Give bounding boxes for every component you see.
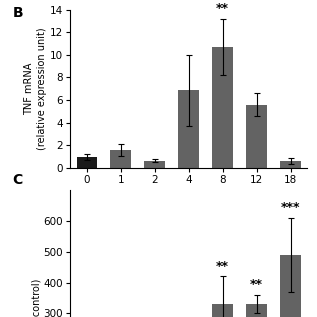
Y-axis label: TNF mRNA
(relative expression unit): TNF mRNA (relative expression unit) [23, 28, 47, 150]
Text: B: B [13, 6, 23, 20]
Bar [246, 304, 267, 317]
Text: **: ** [216, 2, 229, 15]
Bar [212, 304, 233, 317]
Bar [111, 150, 131, 168]
Bar [76, 157, 97, 168]
Text: C: C [13, 173, 23, 187]
Bar [178, 90, 199, 168]
Text: **: ** [216, 260, 229, 273]
Text: ***: *** [281, 201, 300, 214]
Bar [280, 255, 301, 317]
Bar [145, 161, 165, 168]
X-axis label: Time (h): Time (h) [165, 189, 212, 199]
Bar [246, 105, 267, 168]
Bar [212, 47, 233, 168]
Y-axis label: (control): (control) [30, 277, 40, 317]
Text: **: ** [250, 278, 263, 291]
Bar [280, 161, 301, 168]
